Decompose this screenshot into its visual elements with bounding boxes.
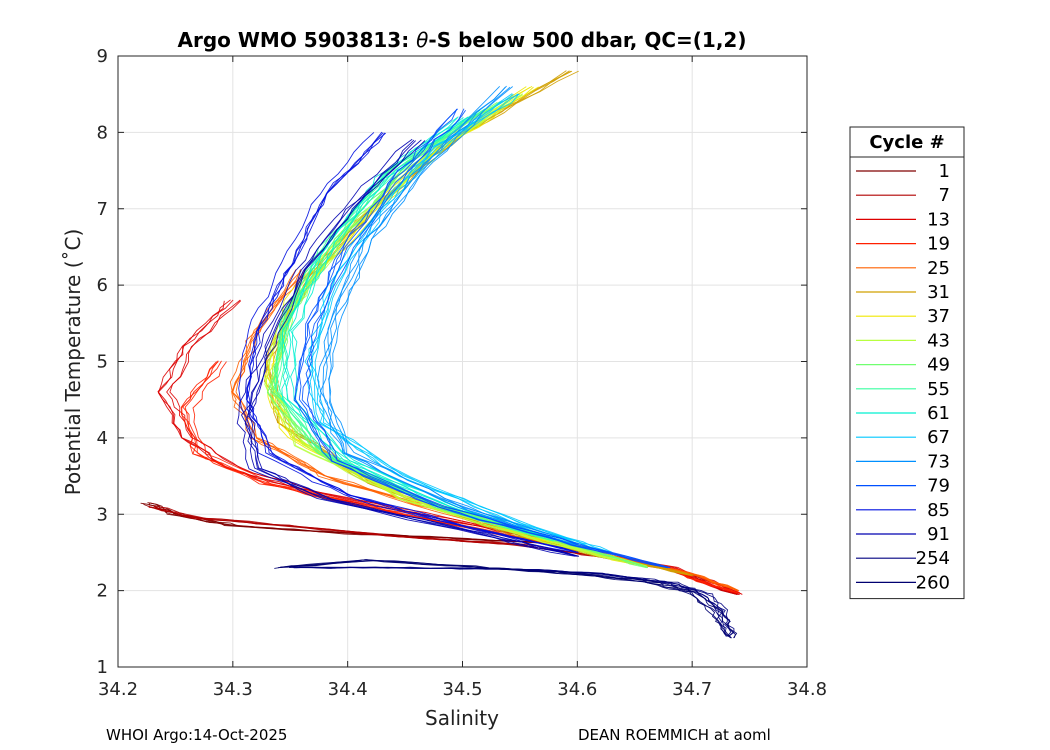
series-line-cycle-254 [292, 566, 727, 637]
legend-box [849, 126, 965, 600]
series-line-cycle-85 [246, 132, 579, 553]
legend: Cycle # 1 7 13 19 25 31 37 43 49 55 61 67 73 79 85 91 254… [849, 126, 965, 600]
legend-label-7: 7 [939, 185, 950, 206]
series-line-cycle-73 [328, 86, 579, 546]
series-line-cycle-91 [247, 140, 580, 557]
series-line-cycle-79 [295, 108, 668, 569]
legend-label-25: 25 [927, 258, 950, 279]
legend-label-43: 43 [927, 330, 950, 351]
series-line-cycle-73 [317, 85, 576, 546]
series-line-cycle-43 [264, 94, 645, 567]
series-line-cycle-260 [280, 560, 738, 639]
x-tick-label: 34.7 [672, 679, 712, 700]
x-tick-label: 34.5 [442, 679, 482, 700]
series-line-cycle-79 [298, 108, 669, 569]
y-tick-label: 3 [97, 504, 108, 525]
series-line-cycle-79 [305, 108, 671, 569]
series-line-cycle-85 [245, 132, 579, 553]
y-tick-label: 5 [97, 352, 108, 373]
series-line-cycle-67 [314, 94, 613, 553]
y-tick-label: 6 [97, 275, 108, 296]
y-tick-label: 2 [97, 581, 108, 602]
legend-label-67: 67 [927, 427, 950, 448]
series-line-cycle-260 [277, 559, 732, 639]
x-tick-label: 34.4 [328, 679, 368, 700]
legend-label-254: 254 [916, 548, 950, 569]
legend-label-31: 31 [927, 282, 950, 303]
series-line-cycle-61 [291, 116, 579, 546]
legend-label-79: 79 [927, 476, 950, 497]
legend-label-19: 19 [927, 234, 950, 255]
series-line-cycle-43 [263, 93, 646, 567]
legend-label-61: 61 [927, 403, 950, 424]
legend-label-1: 1 [939, 161, 950, 182]
legend-label-49: 49 [927, 355, 950, 376]
y-tick-label: 4 [97, 428, 108, 449]
x-tick-label: 34.8 [787, 679, 827, 700]
y-tick-label: 8 [97, 122, 108, 143]
y-tick-label: 1 [97, 657, 108, 678]
x-tick-label: 34.3 [213, 679, 253, 700]
x-axis-label: Salinity [425, 706, 499, 730]
footer-right: DEAN ROEMMICH at aoml [578, 726, 771, 744]
series-line-cycle-73 [319, 86, 577, 546]
footer-left: WHOI Argo:14-Oct-2025 [106, 726, 288, 744]
legend-label-37: 37 [927, 306, 950, 327]
plot-area: 34.2 34.3 34.4 34.5 34.6 34.7 34.8 1 2 3 4 5 6 7 8 9 [97, 46, 827, 700]
x-tick-label: 34.2 [98, 679, 138, 700]
legend-label-55: 55 [927, 379, 950, 400]
y-axis-label: Potential Temperature (˚C) [61, 229, 85, 496]
y-tick-label: 7 [97, 199, 108, 220]
legend-label-260: 260 [916, 572, 950, 593]
series-line-cycle-85 [238, 132, 576, 553]
series-line-cycle-91 [236, 138, 576, 557]
legend-label-73: 73 [927, 451, 950, 472]
legend-label-85: 85 [927, 500, 950, 521]
legend-label-13: 13 [927, 209, 950, 230]
y-tick-label: 9 [97, 46, 108, 67]
series-line-cycle-61 [281, 116, 577, 546]
chart-title: Argo WMO 5903813: θ-S below 500 dbar, QC… [178, 28, 747, 52]
x-tick-label: 34.6 [557, 679, 597, 700]
legend-title: Cycle # [869, 132, 944, 153]
legend-label-91: 91 [927, 524, 950, 545]
